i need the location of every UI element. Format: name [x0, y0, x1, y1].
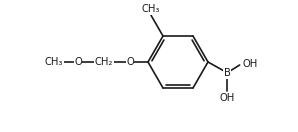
- Text: O: O: [126, 57, 134, 67]
- Text: B: B: [224, 68, 230, 78]
- Text: CH₃: CH₃: [142, 4, 160, 14]
- Text: OH: OH: [243, 59, 258, 69]
- Text: O: O: [74, 57, 82, 67]
- Text: CH₃: CH₃: [45, 57, 63, 67]
- Text: OH: OH: [219, 93, 235, 103]
- Text: CH₂: CH₂: [95, 57, 113, 67]
